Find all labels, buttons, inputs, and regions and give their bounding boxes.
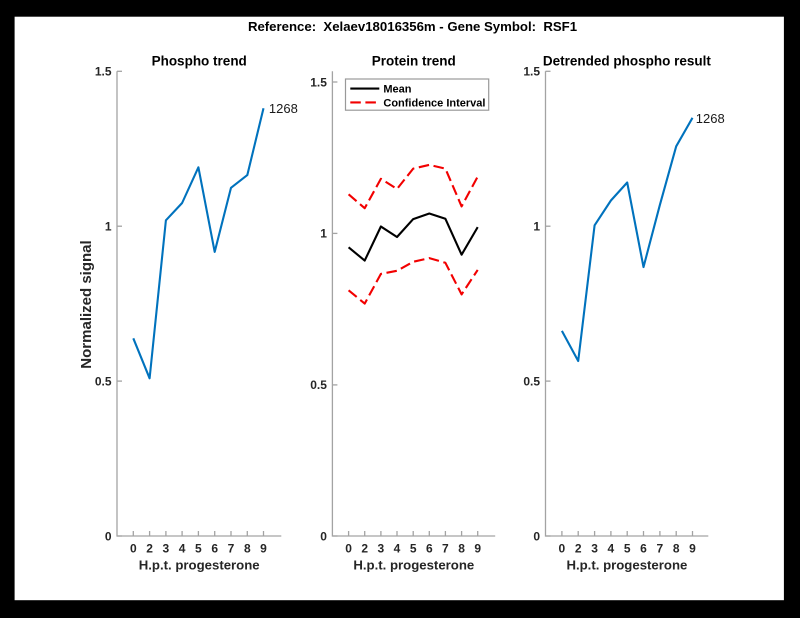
svg-text:2: 2 [361,542,368,556]
svg-text:3: 3 [591,542,598,556]
svg-text:0: 0 [320,529,327,543]
svg-text:1.5: 1.5 [95,65,112,79]
svg-text:1: 1 [105,220,112,234]
svg-text:7: 7 [657,542,664,556]
svg-text:4: 4 [608,542,615,556]
svg-text:Protein trend: Protein trend [372,54,456,69]
svg-text:8: 8 [244,542,251,556]
svg-text:3: 3 [163,542,170,556]
svg-text:H.p.t. progesterone: H.p.t. progesterone [566,557,687,572]
svg-text:1.5: 1.5 [523,65,540,79]
svg-text:Detrended phospho result: Detrended phospho result [543,54,712,69]
svg-text:H.p.t. progesterone: H.p.t. progesterone [353,557,474,572]
svg-text:5: 5 [195,542,202,556]
svg-text:3: 3 [378,542,385,556]
svg-text:0.5: 0.5 [310,378,327,392]
svg-text:Confidence Interval: Confidence Interval [383,97,485,109]
svg-text:4: 4 [394,542,401,556]
svg-text:4: 4 [179,542,186,556]
svg-text:0: 0 [345,542,352,556]
svg-text:1: 1 [533,220,540,234]
svg-text:0.5: 0.5 [95,374,112,388]
svg-text:Phospho trend: Phospho trend [152,54,247,69]
svg-text:7: 7 [442,542,449,556]
svg-text:5: 5 [624,542,631,556]
svg-text:0: 0 [105,529,112,543]
svg-text:9: 9 [689,542,696,556]
svg-text:2: 2 [146,542,153,556]
svg-text:0: 0 [533,529,540,543]
svg-text:Reference: Xelaev18016356m -: Reference: Xelaev18016356m - Gene Symbol… [248,19,577,34]
svg-text:8: 8 [458,542,465,556]
svg-text:5: 5 [410,542,417,556]
svg-text:1268: 1268 [696,111,725,126]
svg-text:9: 9 [474,542,481,556]
svg-text:6: 6 [426,542,433,556]
svg-text:1268: 1268 [269,101,298,116]
svg-text:9: 9 [260,542,267,556]
svg-text:Mean: Mean [383,84,411,96]
svg-text:7: 7 [228,542,235,556]
svg-text:H.p.t. progesterone: H.p.t. progesterone [139,557,260,572]
svg-text:8: 8 [673,542,680,556]
svg-text:2: 2 [575,542,582,556]
svg-text:Normalized signal: Normalized signal [78,240,95,368]
svg-text:6: 6 [640,542,647,556]
svg-text:0: 0 [130,542,137,556]
svg-text:0: 0 [559,542,566,556]
svg-text:1.5: 1.5 [310,75,327,89]
svg-text:1: 1 [320,227,327,241]
svg-text:0.5: 0.5 [523,374,540,388]
svg-text:6: 6 [211,542,218,556]
